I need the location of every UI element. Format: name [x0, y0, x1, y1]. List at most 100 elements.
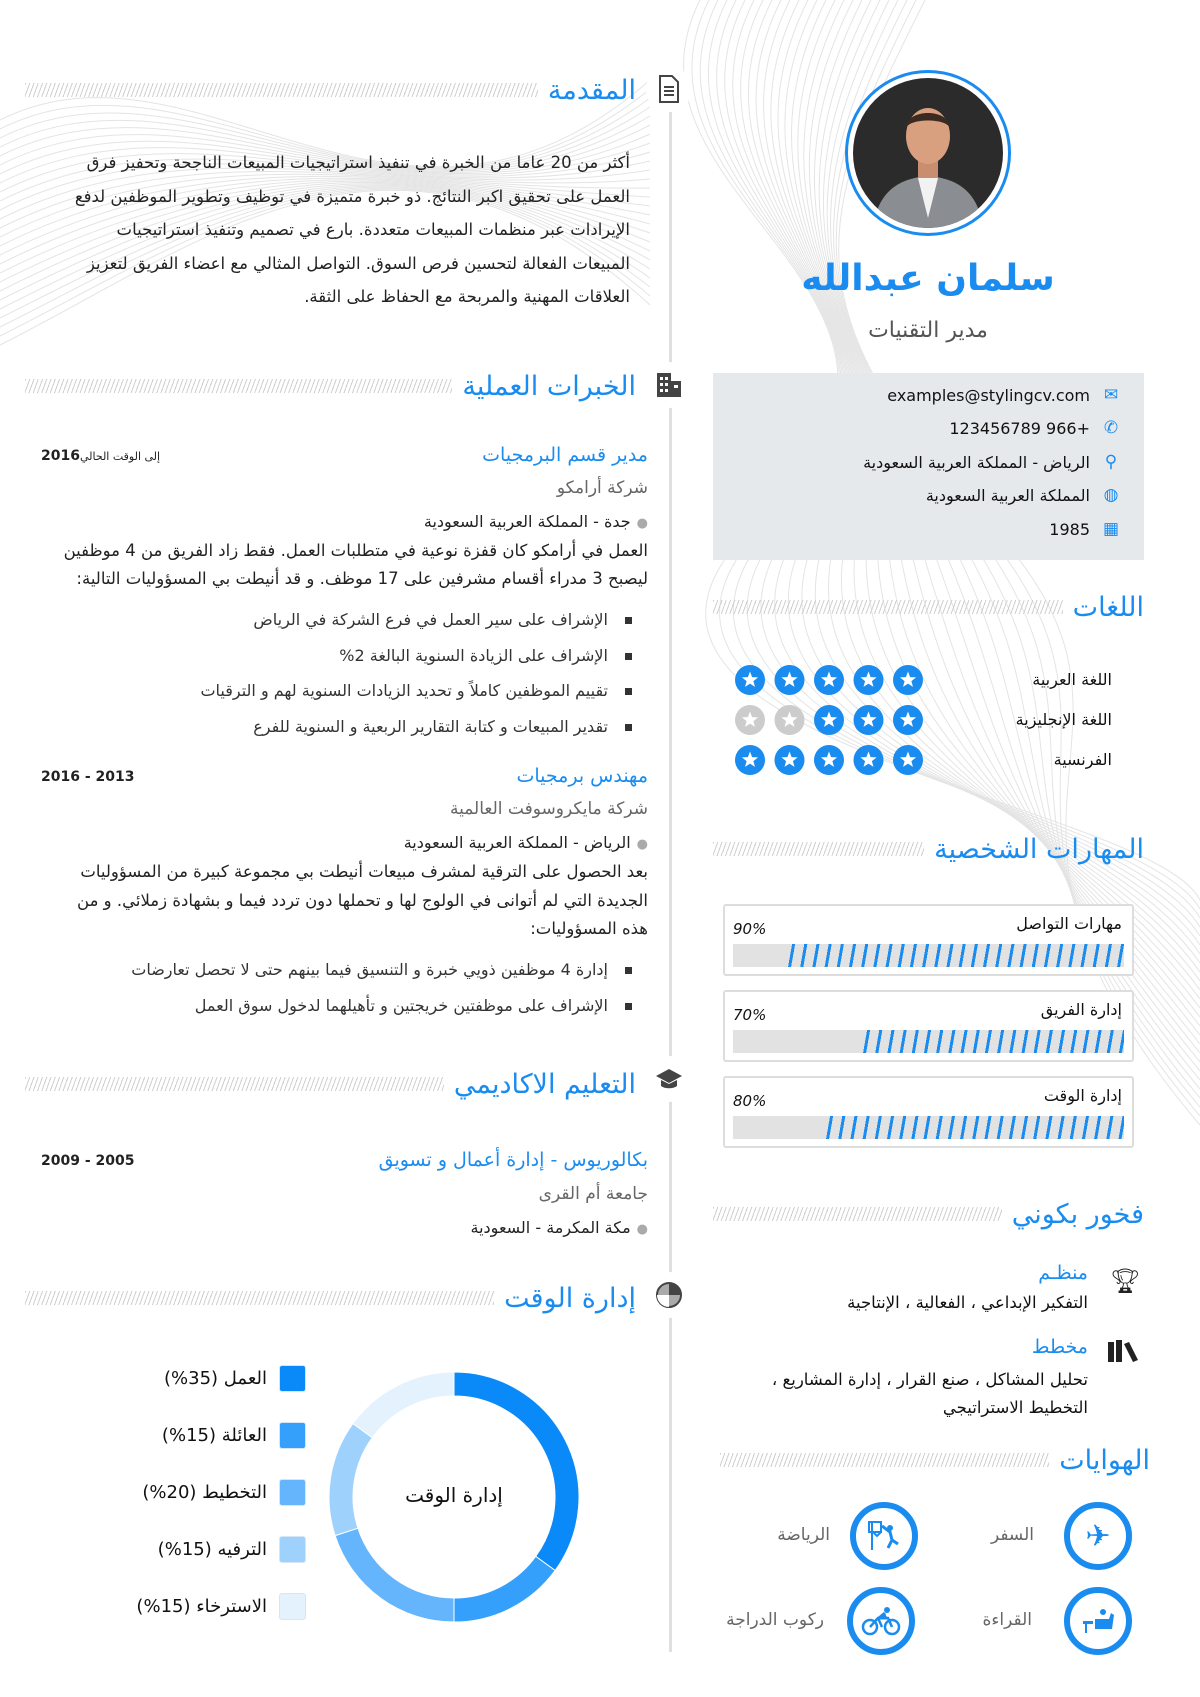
contact-birth-year: ▦ 1985: [1049, 519, 1122, 539]
hobby-label: ركوب الدراجة: [726, 1610, 824, 1630]
legend-swatch: [279, 1365, 306, 1392]
legend-label: الترفيه (15%): [157, 1539, 267, 1560]
map-pin-icon: ●: [636, 837, 648, 852]
achievements-header: فخور بكوني: [713, 1194, 1144, 1234]
map-pin-icon: ●: [636, 1222, 648, 1237]
job-bullets: إدارة 4 موظفين ذويي خبرة و التنسيق فيما …: [72, 952, 632, 1023]
star-glyph: [899, 751, 917, 767]
profile-name: سلمان عبدالله: [801, 258, 1055, 299]
donut-slice-4: [352, 1371, 455, 1439]
donut-chart: [328, 1371, 580, 1623]
location: ● جدة - المملكة العربية السعودية: [424, 512, 648, 531]
hobby-travel: ✈: [1064, 1502, 1132, 1570]
skill-name: إدارة الوقت: [1043, 1086, 1122, 1105]
contact-phone: ✆ 123456789 966+: [949, 418, 1122, 438]
star-glyph: [820, 751, 838, 767]
section-title: المهارات الشخصية: [934, 833, 1144, 865]
job-bullets: الإشراف على سير العمل في فرع الشركة في ا…: [72, 602, 632, 744]
achievement-title: منظـم: [1038, 1262, 1088, 1284]
education-date: 2009 - 2005: [41, 1153, 135, 1169]
avatar: [845, 70, 1011, 236]
job-description: بعد الحصول على الترقية لمشرف مبيعات أنيط…: [77, 862, 648, 938]
hobby-label: الرياضة: [777, 1525, 830, 1545]
hobby-cycling: [847, 1587, 915, 1655]
skill-item: مهارات التواصل 90%: [723, 904, 1134, 976]
star-glyph: [860, 751, 877, 767]
skill-name: إدارة الفريق: [1040, 1000, 1122, 1019]
star-glyph: [781, 671, 798, 687]
bullet: الإشراف على الزيادة السنوية البالغة 2%: [72, 638, 632, 674]
school: جامعة أم القرى: [538, 1184, 648, 1204]
books-icon: [1108, 1340, 1138, 1366]
skill-progress-bar: [733, 944, 1124, 967]
date-text: إلى الوقت الحالي: [79, 450, 161, 463]
star-glyph: [860, 711, 877, 727]
skill-name: مهارات التواصل: [1016, 914, 1122, 933]
achievement-text: التفكير الإبداعي ، الفعالية ، الإنتاجية: [847, 1293, 1088, 1312]
section-title: الهوايات: [1059, 1444, 1150, 1476]
document-icon: [646, 66, 692, 112]
donut-slice-2: [334, 1527, 455, 1623]
location-text: الرياض - المملكة العربية السعودية: [403, 833, 631, 852]
donut-center-label: إدارة الوقت: [405, 1483, 503, 1507]
pie-chart-icon: [646, 1272, 692, 1318]
star-glyph: [899, 711, 917, 727]
languages-header: اللغات: [713, 587, 1144, 627]
skill-progress-bar: [733, 1116, 1124, 1139]
bullet: الإشراف على موظفتين خريجتين و تأهيلهما ل…: [72, 988, 632, 1024]
donut-slice-3: [328, 1422, 373, 1537]
legend-swatch: [279, 1536, 306, 1563]
location-text: جدة - المملكة العربية السعودية: [423, 512, 631, 531]
star-glyph: [781, 751, 798, 767]
section-title: إدارة الوقت: [504, 1282, 636, 1314]
legend-swatch: [279, 1479, 306, 1506]
contact-address: ⚲ الرياض - المملكة العربية السعودية: [863, 452, 1122, 472]
language-name: اللغة الإنجليزية: [1015, 710, 1112, 729]
legend-item: الاسترخاء (15%): [136, 1593, 306, 1620]
skill-progress-fill: [823, 1116, 1124, 1139]
legend-item: الترفيه (15%): [158, 1536, 306, 1563]
experience-header: الخبرات العملية: [25, 366, 636, 406]
section-title: المقدمة: [547, 74, 636, 106]
skill-percent: 70%: [733, 1006, 767, 1024]
legend-item: التخطيط (20%): [142, 1479, 306, 1506]
intro-text: أكثر من 20 عاما من الخبرة في تنفيذ استرا…: [74, 153, 630, 306]
map-pin-icon: ●: [636, 516, 648, 531]
legend-label: التخطيط (20%): [142, 1482, 267, 1503]
bullet: إدارة 4 موظفين ذويي خبرة و التنسيق فيما …: [72, 952, 632, 988]
education-header: التعليم الاكاديمي: [25, 1064, 636, 1104]
contact-country: ◍ المملكة العربية السعودية: [926, 485, 1122, 505]
contact-value: examples@stylingcv.com: [887, 385, 1090, 405]
legend-label: العائلة (15%): [161, 1425, 267, 1446]
star-glyph: [860, 671, 877, 687]
location-text: مكة المكرمة - السعودية: [470, 1218, 631, 1237]
star-glyph: [781, 711, 798, 727]
bullet: تقدير المبيعات و كتابة التقارير الربعية …: [72, 709, 632, 745]
bullet: تقييم الموظفين كاملاً و تحديد الزيادات ا…: [72, 673, 632, 709]
job-title: مدير قسم البرمجيات: [482, 444, 648, 466]
legend-swatch: [279, 1593, 306, 1620]
phone-icon: ✆: [1103, 418, 1119, 438]
section-title: اللغات: [1072, 591, 1144, 623]
hobby-sports: [850, 1502, 918, 1570]
contact-value: 123456789 966+: [949, 418, 1090, 438]
intro-header: المقدمة: [25, 70, 636, 110]
donut-slice-0: [453, 1371, 580, 1572]
skill-item: إدارة الفريق 70%: [723, 990, 1134, 1062]
envelope-icon: ✉: [1103, 385, 1119, 405]
contact-value: 1985: [1049, 519, 1090, 539]
star-glyph: [820, 671, 838, 687]
contact-box: ✉ examples@stylingcv.com ✆ 123456789 966+ …: [713, 373, 1144, 560]
time-header: إدارة الوقت: [25, 1278, 636, 1318]
building-icon: [646, 362, 692, 408]
legend-swatch: [279, 1422, 306, 1449]
bicycle-icon: [861, 1607, 901, 1636]
bullet: الإشراف على سير العمل في فرع الشركة في ا…: [72, 602, 632, 638]
hobby-label: السفر: [990, 1525, 1034, 1545]
globe-icon: ◍: [1103, 485, 1119, 505]
skill-item: إدارة الوقت 80%: [723, 1076, 1134, 1148]
hobby-label: القراءة: [982, 1610, 1032, 1630]
location: ● مكة المكرمة - السعودية: [471, 1218, 648, 1237]
basketball-icon: [868, 1521, 899, 1550]
star-glyph: [741, 671, 759, 687]
